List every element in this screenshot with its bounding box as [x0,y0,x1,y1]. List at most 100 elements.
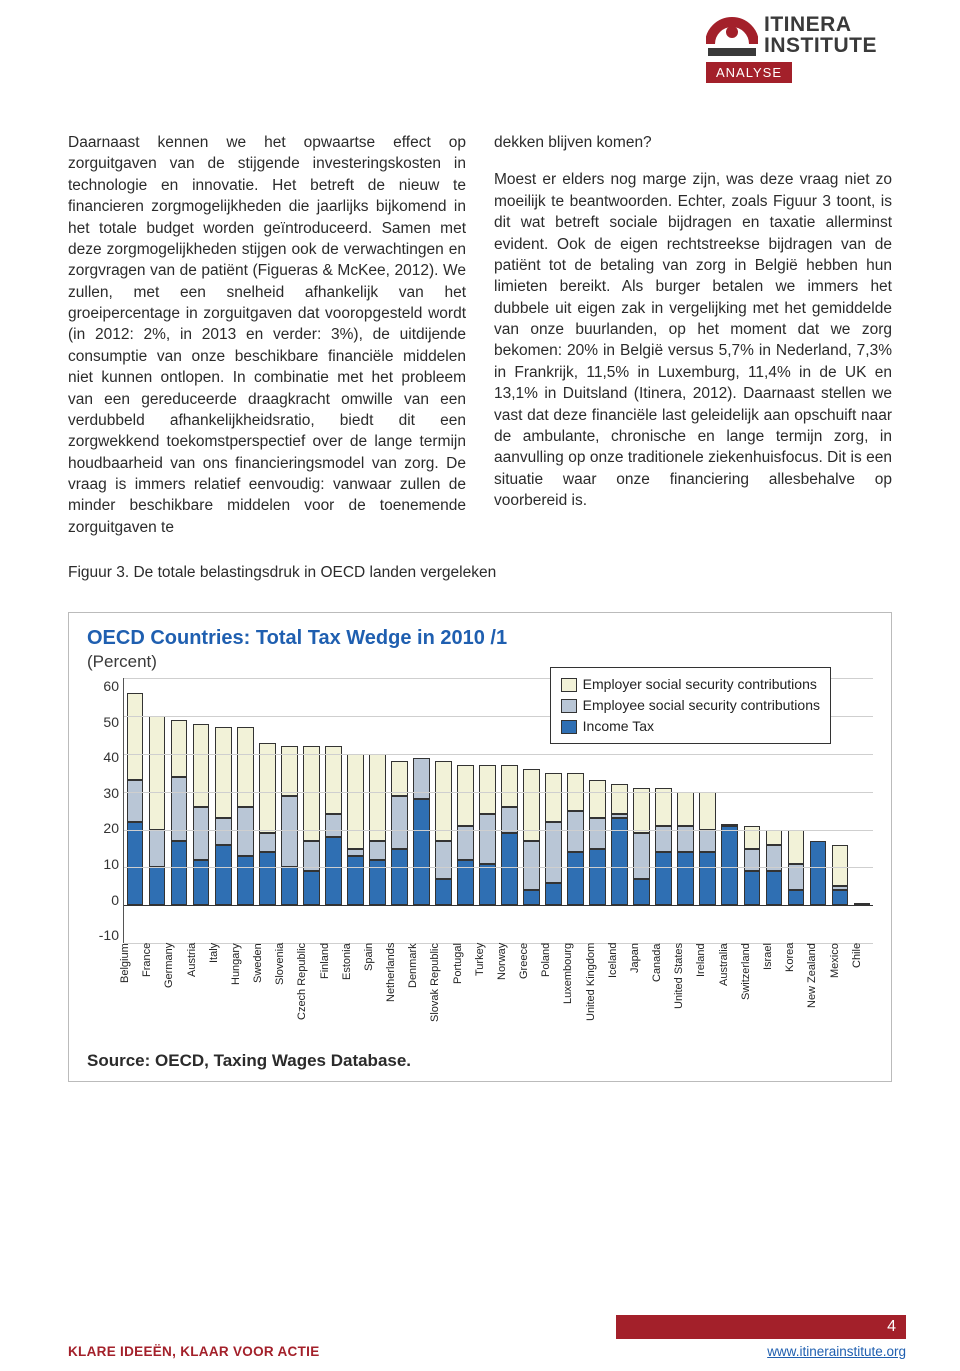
bar-segment-income-tax [171,841,188,905]
bar-column [477,678,499,943]
bar-segment-employer-ssc [325,746,342,814]
bar-segment-employer-ssc [347,754,364,849]
bar-stack [699,792,716,906]
bar-segment-employer-ssc [611,784,628,814]
bar-stack [832,845,849,906]
x-tick-label: Norway [496,943,518,1043]
bar-column [190,678,212,943]
x-tick-label: Slovak Republic [429,943,451,1043]
bar-segment-employer-ssc [699,792,716,830]
bar-segment-income-tax [567,852,584,905]
bar-segment-income-tax [325,837,342,905]
bar-segment-employee-ssc [193,807,210,860]
zero-line [124,905,873,906]
bar-stack [721,803,738,905]
bar-stack [149,716,166,905]
body-text: Daarnaast kennen we het opwaartse effect… [68,132,892,538]
bar-segment-income-tax [215,845,232,906]
bar-segment-employee-ssc [589,818,606,848]
bar-segment-employer-ssc [457,765,474,826]
x-tick-label: Estonia [341,943,363,1043]
x-tick-label: Netherlands [385,943,407,1043]
x-tick-label: Canada [651,943,673,1043]
bar-column [432,678,454,943]
y-tick-label: -10 [87,927,119,943]
body-column-right: dekken blijven komen?Moest er elders nog… [494,132,892,538]
bar-stack [744,826,761,906]
logo-text: ITINERA INSTITUTE [764,14,877,56]
bar-segment-employer-ssc [655,788,672,826]
bar-column [388,678,410,943]
legend-label: Income Tax [583,716,654,737]
bar-segment-employee-ssc [369,841,386,860]
x-tick-label: United Kingdom [585,943,607,1043]
bar-segment-employer-ssc [589,780,606,818]
bar-column [851,678,873,943]
grid-line [124,792,873,793]
legend-item: Income Tax [561,716,820,737]
bar-segment-income-tax [413,799,430,905]
bar-segment-income-tax [766,871,783,905]
bar-column [829,678,851,943]
y-tick-label: 60 [87,678,119,694]
bar-segment-employer-ssc [391,761,408,795]
x-tick-label: Korea [784,943,806,1043]
chart-legend: Employer social security contributionsEm… [550,667,831,744]
x-tick-label: Hungary [230,943,252,1043]
x-tick-label: Chile [851,943,873,1043]
bar-segment-income-tax [347,856,364,905]
x-tick-label: Sweden [252,943,274,1043]
bar-segment-employer-ssc [633,788,650,833]
chart-source: Source: OECD, Taxing Wages Database. [87,1051,873,1071]
bar-segment-employee-ssc [523,841,540,890]
bar-segment-employer-ssc [677,792,694,826]
x-axis-labels: BelgiumFranceGermanyAustriaItalyHungaryS… [119,943,873,1043]
itinera-logo-icon [706,12,758,58]
bar-segment-employee-ssc [479,814,496,863]
logo-line1: ITINERA [764,14,877,35]
bar-column [234,678,256,943]
logo-line2: INSTITUTE [764,35,877,56]
bar-stack [259,743,276,906]
bar-segment-employer-ssc [545,773,562,822]
x-tick-label: New Zealand [806,943,828,1043]
bar-stack [391,761,408,905]
bar-column [168,678,190,943]
bar-stack [501,765,518,905]
bar-segment-employer-ssc [501,765,518,807]
bar-column [146,678,168,943]
bar-segment-employee-ssc [545,822,562,883]
bar-segment-employer-ssc [259,743,276,834]
bar-segment-income-tax [721,826,738,905]
grid-line [124,867,873,868]
bar-column [212,678,234,943]
bar-stack [611,784,628,905]
x-tick-label: Slovenia [274,943,296,1043]
bar-segment-employer-ssc [788,830,805,864]
x-tick-label: Japan [629,943,651,1043]
grid-line [124,754,873,755]
bar-segment-employee-ssc [413,758,430,800]
bar-stack [193,724,210,906]
bar-stack [413,758,430,906]
legend-item: Employee social security contributions [561,695,820,716]
bar-segment-employer-ssc [832,845,849,887]
x-tick-label: Czech Republic [296,943,318,1043]
bar-column [322,678,344,943]
footer-link[interactable]: www.itinerainstitute.org [767,1344,906,1359]
bar-stack [325,746,342,905]
bar-segment-income-tax [523,890,540,905]
bar-segment-employee-ssc [457,826,474,860]
footer-right: 4 www.itinerainstitute.org [616,1315,906,1359]
legend-swatch [561,720,577,734]
bar-segment-income-tax [744,871,761,905]
x-tick-label: Turkey [474,943,496,1043]
y-tick-label: 30 [87,785,119,801]
grid-line [124,830,873,831]
y-tick-label: 20 [87,820,119,836]
bar-stack [655,788,672,905]
x-tick-label: Poland [540,943,562,1043]
bar-segment-income-tax [281,867,298,905]
bar-stack [677,792,694,906]
bar-segment-income-tax [788,890,805,905]
